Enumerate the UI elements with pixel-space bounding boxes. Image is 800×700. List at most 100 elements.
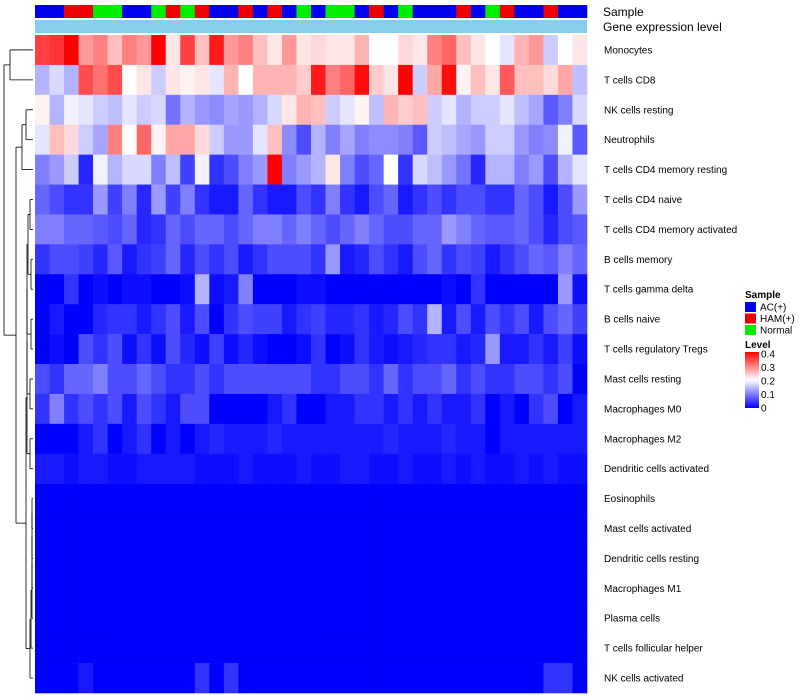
- heatmap-cell: [296, 483, 312, 514]
- row-label: Macrophages M0: [604, 404, 682, 415]
- heatmap-cell: [427, 274, 443, 305]
- heatmap-cell: [122, 304, 137, 335]
- heatmap-cell: [383, 573, 399, 604]
- heatmap-cell: [557, 334, 573, 365]
- heatmap-cell: [340, 364, 355, 395]
- heatmap-cell: [252, 124, 268, 155]
- heatmap-cell: [369, 304, 384, 335]
- heatmap-cell: [470, 274, 486, 305]
- heatmap-cell: [180, 573, 196, 604]
- heatmap-cell: [35, 244, 50, 275]
- heatmap-cell: [398, 483, 413, 514]
- heatmap-cell: [557, 573, 573, 604]
- heatmap-cell: [340, 453, 355, 484]
- heatmap-cell: [383, 453, 399, 484]
- heatmap-cell: [470, 94, 486, 126]
- heatmap-cell: [93, 453, 108, 484]
- heatmap-cell: [165, 573, 181, 604]
- heatmap-cell: [267, 184, 283, 215]
- heatmap-cell: [572, 304, 588, 335]
- sample-annotation-cell: [267, 5, 283, 18]
- heatmap-cell: [136, 633, 152, 664]
- heatmap-cell: [252, 274, 268, 305]
- heatmap-cell: [35, 214, 50, 245]
- legend-swatch: [745, 302, 756, 312]
- sample-annotation-cell: [49, 5, 65, 18]
- row-label: Dendritic cells resting: [604, 554, 699, 565]
- sample-annotation-label: Sample: [603, 5, 644, 19]
- heatmap-cell: [151, 244, 167, 275]
- heatmap-cell: [441, 184, 457, 215]
- heatmap-cell: [49, 64, 65, 96]
- heatmap-cell: [398, 154, 413, 185]
- heatmap-cell: [354, 483, 370, 514]
- heatmap-cell: [107, 603, 123, 634]
- heatmap-cell: [528, 214, 544, 245]
- heatmap-cell: [325, 214, 341, 245]
- heatmap-cell: [296, 663, 312, 694]
- heatmap-cell: [180, 184, 196, 215]
- heatmap-cell: [311, 184, 326, 215]
- heatmap-cell: [557, 64, 573, 96]
- heatmap-cell: [514, 483, 530, 514]
- heatmap-cell: [194, 663, 210, 694]
- heatmap-cell: [543, 573, 559, 604]
- heatmap-cell: [136, 663, 152, 694]
- heatmap-cell: [281, 633, 297, 664]
- heatmap-cell: [238, 633, 254, 664]
- heatmap-cell: [369, 214, 384, 245]
- heatmap-cell: [441, 124, 457, 155]
- heatmap-cell: [151, 453, 167, 484]
- heatmap-cell: [49, 304, 65, 335]
- heatmap-cell: [572, 94, 588, 126]
- legend-level-tick: 0.3: [761, 363, 775, 374]
- heatmap-cell: [209, 633, 225, 664]
- heatmap-cell: [281, 184, 297, 215]
- heatmap-cell: [383, 274, 399, 305]
- heatmap-cell: [499, 663, 515, 694]
- heatmap-cell: [572, 274, 588, 305]
- heatmap-cell: [49, 94, 65, 126]
- heatmap-cell: [209, 453, 225, 484]
- heatmap-cell: [485, 304, 501, 335]
- row-label: T cells CD8: [604, 75, 656, 86]
- heatmap-cell: [194, 423, 210, 455]
- heatmap-cell: [528, 334, 544, 365]
- sample-annotation-cell: [122, 5, 137, 18]
- heatmap-cell: [340, 35, 355, 66]
- heatmap-cell: [456, 603, 472, 634]
- heatmap-cell: [209, 364, 225, 395]
- heatmap-cell: [209, 663, 225, 694]
- heatmap-cell: [557, 423, 573, 455]
- heatmap-cell: [165, 124, 181, 155]
- heatmap-cell: [35, 274, 50, 305]
- heatmap-cell: [499, 483, 515, 514]
- heatmap-cell: [238, 603, 254, 634]
- heatmap-cell: [78, 603, 94, 634]
- heatmap-cell: [122, 573, 137, 604]
- heatmap-cell: [398, 633, 413, 664]
- heatmap-cell: [499, 64, 515, 96]
- heatmap-cell: [209, 124, 225, 155]
- heatmap-cell: [383, 124, 399, 155]
- heatmap-cell: [441, 393, 457, 425]
- heatmap-cell: [311, 94, 326, 126]
- heatmap-cell: [93, 184, 108, 215]
- heatmap-cell: [499, 543, 515, 574]
- heatmap-cell: [194, 633, 210, 664]
- heatmap-cell: [470, 483, 486, 514]
- heatmap-cell: [136, 64, 152, 96]
- heatmap-cell: [514, 423, 530, 455]
- heatmap-cell: [572, 573, 588, 604]
- heatmap-cell: [296, 334, 312, 365]
- heatmap-cell: [194, 573, 210, 604]
- heatmap-cell: [543, 393, 559, 425]
- heatmap-cell: [528, 94, 544, 126]
- heatmap-cell: [151, 543, 167, 574]
- heatmap-cell: [311, 633, 326, 664]
- sample-annotation-cell: [136, 5, 152, 18]
- heatmap-cell: [514, 94, 530, 126]
- heatmap-cell: [180, 214, 196, 245]
- heatmap-cell: [427, 334, 443, 365]
- heatmap-cell: [340, 393, 355, 425]
